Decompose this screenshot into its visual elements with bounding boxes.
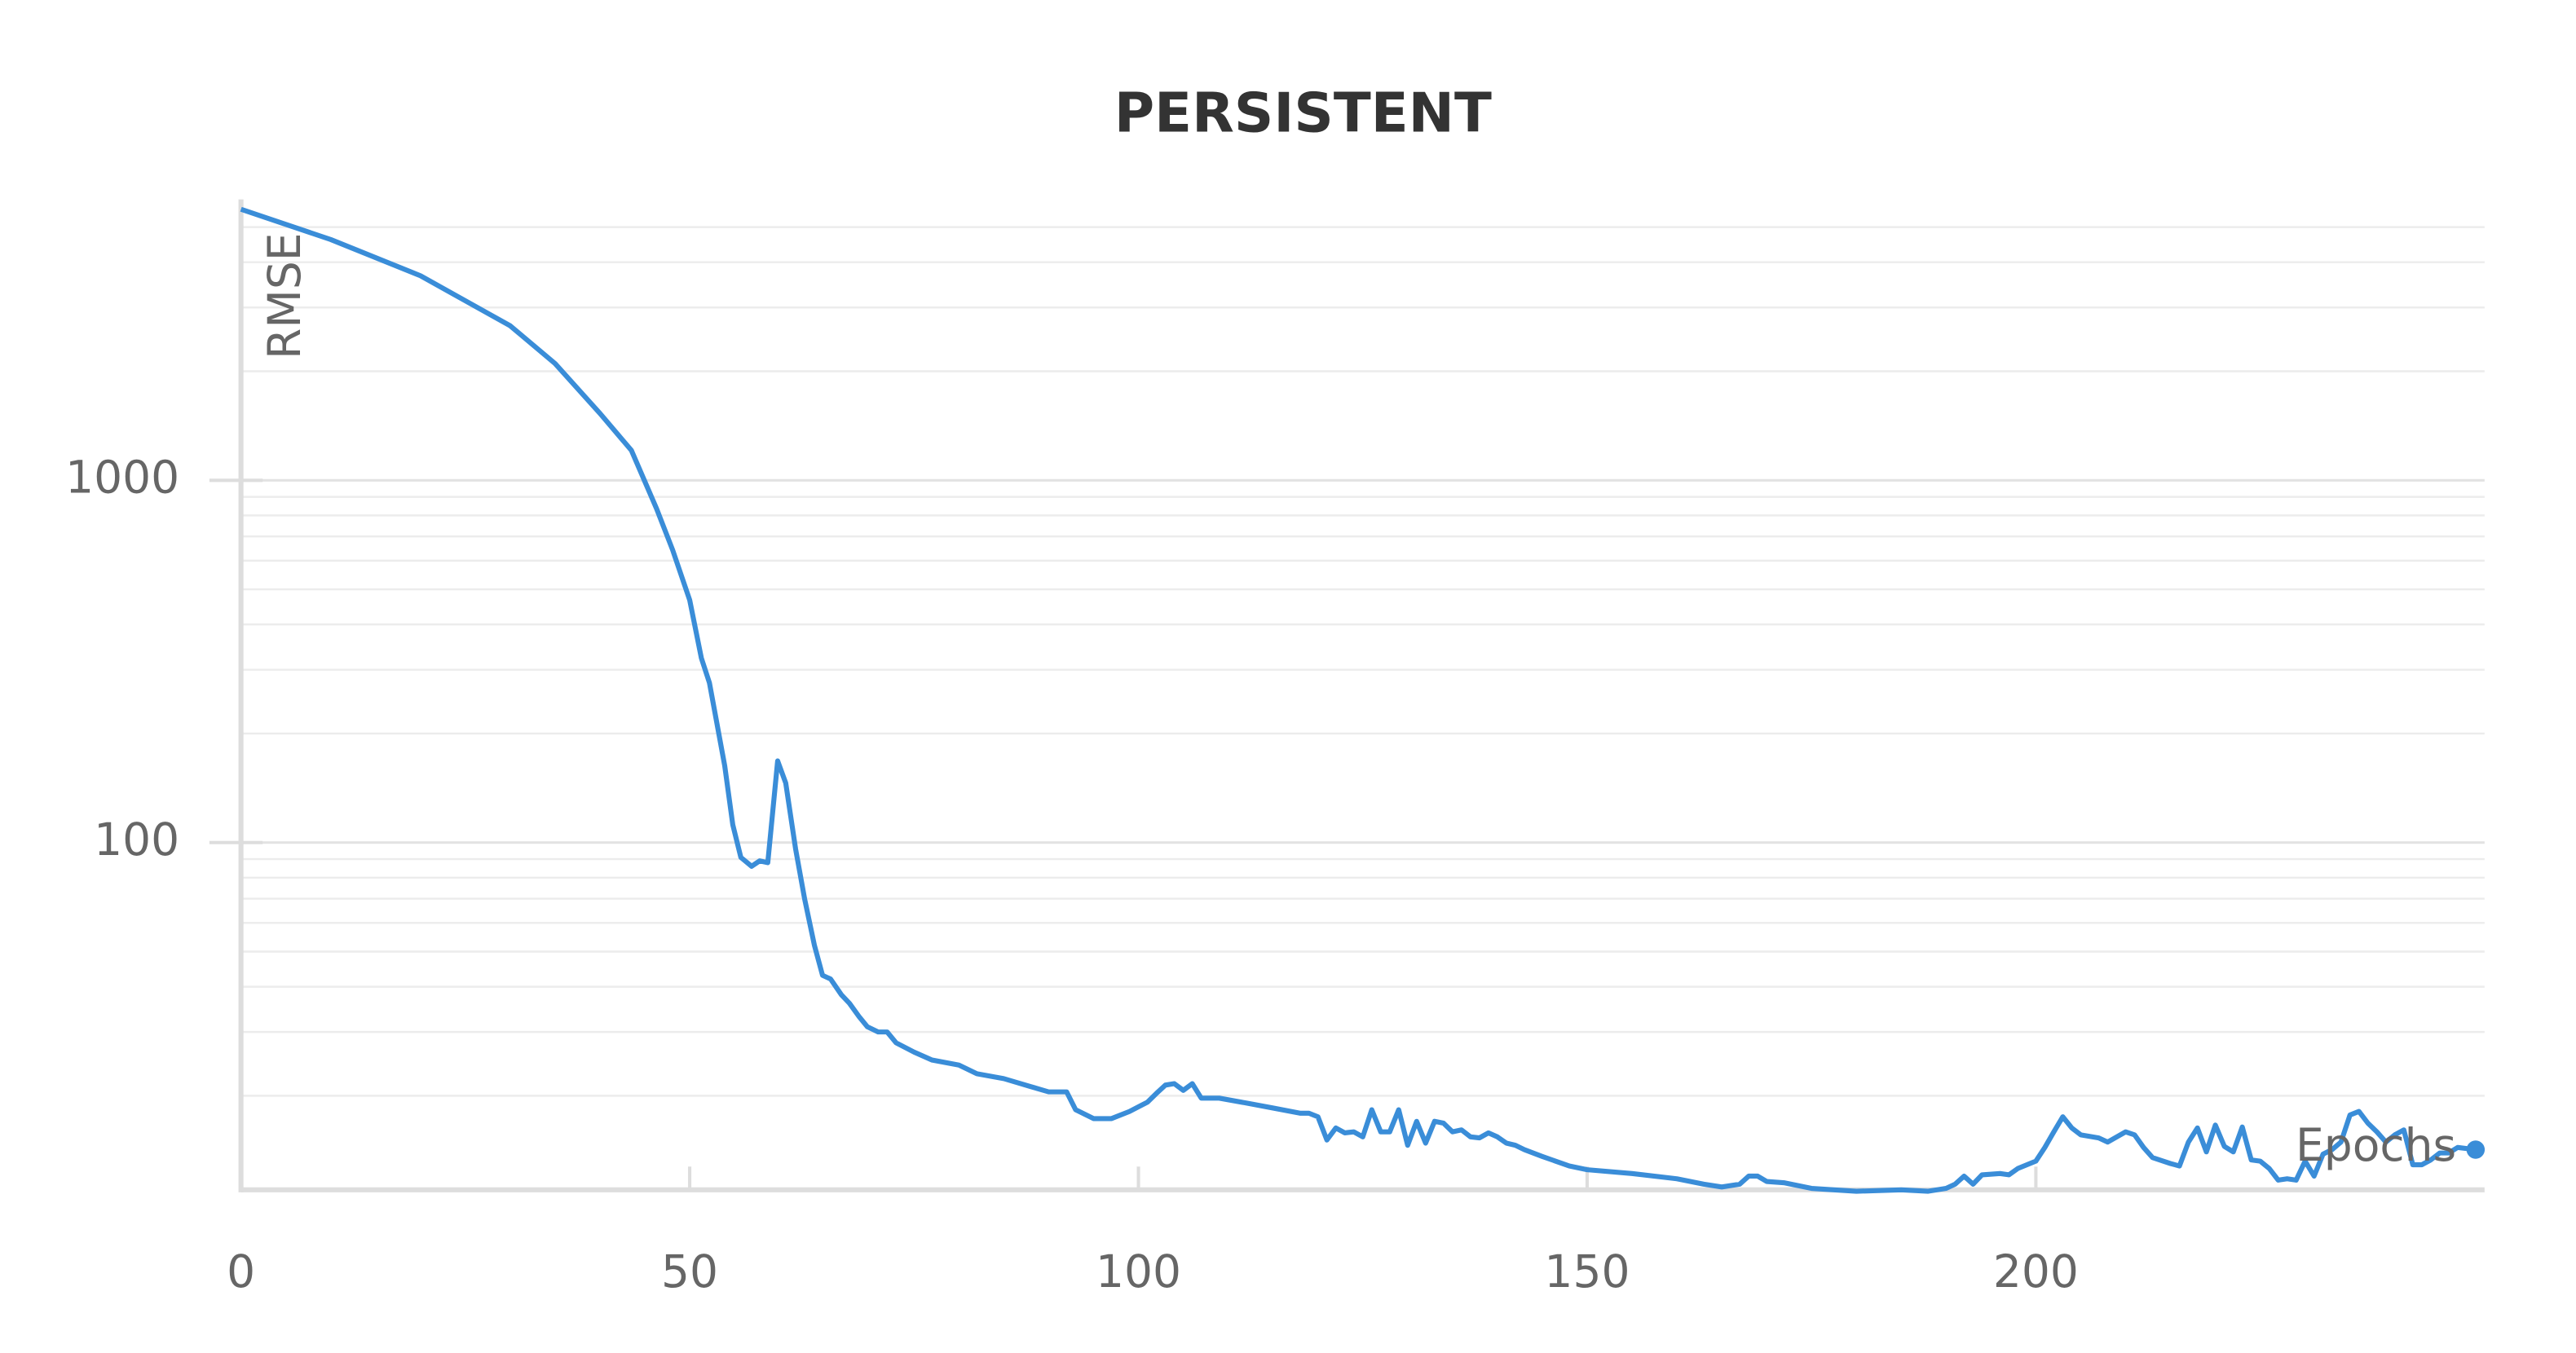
y-axis-label: RMSE bbox=[258, 232, 311, 359]
y-tick-label: 100 bbox=[94, 813, 179, 866]
x-tick-label: 150 bbox=[1544, 1245, 1630, 1298]
line bbox=[240, 206, 2477, 1194]
end-point bbox=[2466, 1140, 2486, 1159]
chart-title: PERSISTENT bbox=[1114, 81, 1492, 144]
x-axis-label: Epochs bbox=[2296, 1119, 2456, 1171]
y-tick-label: 1000 bbox=[65, 451, 179, 503]
x-tick-label: 200 bbox=[1993, 1245, 2079, 1298]
x-tick-label: 0 bbox=[227, 1245, 255, 1298]
x-tick-label: 50 bbox=[661, 1245, 718, 1298]
x-tick-label: 100 bbox=[1096, 1245, 1181, 1298]
